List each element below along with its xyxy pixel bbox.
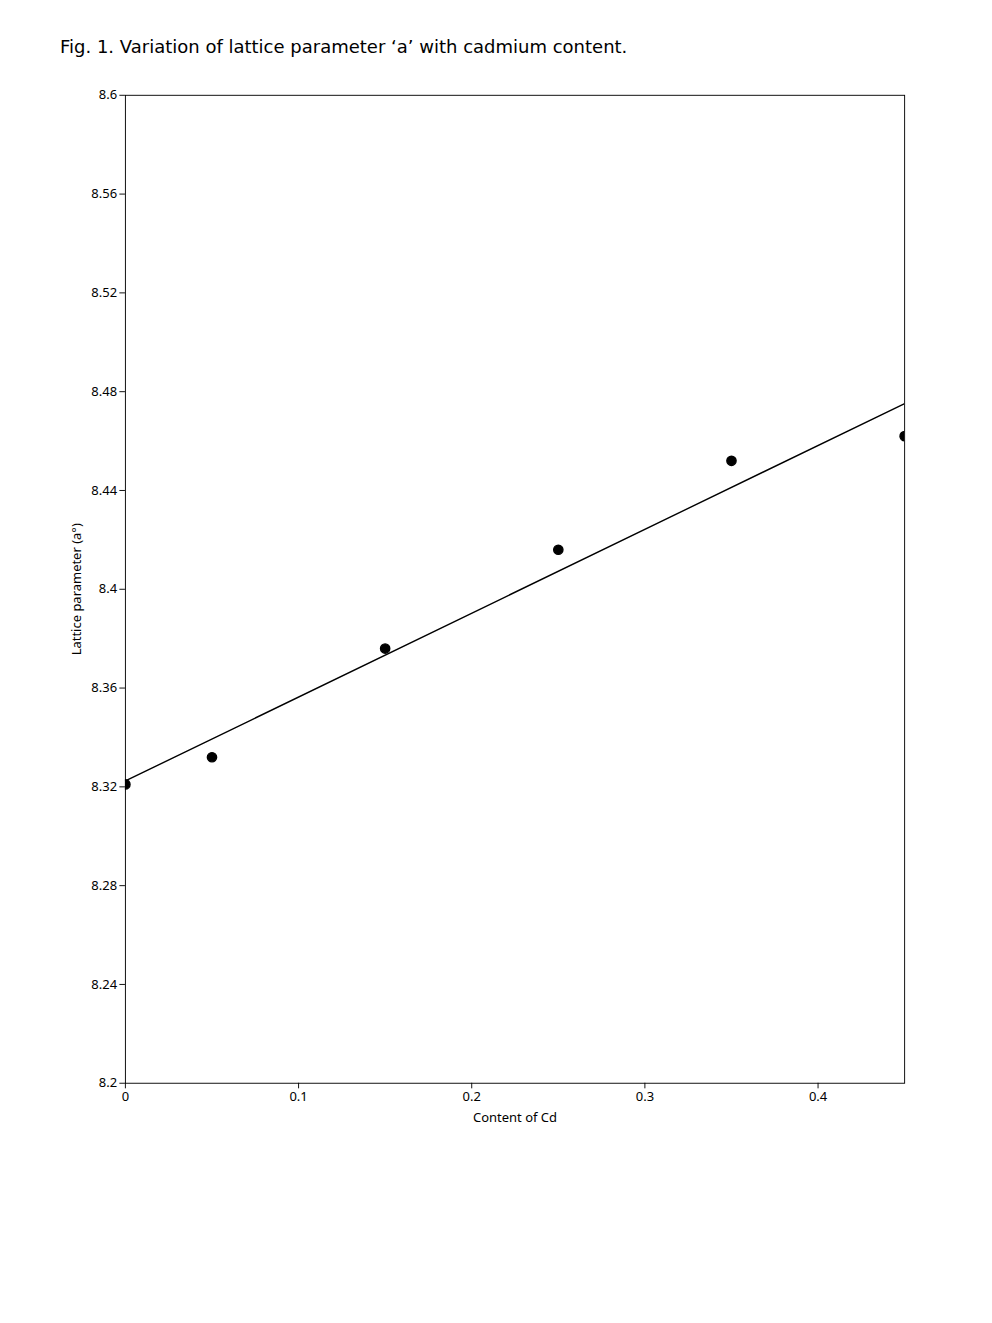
svg-text:8.48: 8.48 [91, 382, 117, 400]
svg-text:8.36: 8.36 [91, 678, 117, 696]
svg-text:8.6: 8.6 [99, 85, 117, 103]
svg-text:0.1: 0.1 [289, 1087, 307, 1105]
svg-text:8.28: 8.28 [91, 876, 117, 894]
svg-text:0: 0 [122, 1087, 129, 1105]
svg-text:Content of Cd: Content of Cd [473, 1108, 557, 1126]
svg-text:0.3: 0.3 [636, 1087, 654, 1105]
svg-text:8.2: 8.2 [99, 1073, 117, 1091]
svg-text:8.32: 8.32 [91, 777, 117, 795]
svg-text:8.52: 8.52 [91, 283, 117, 301]
svg-text:0.4: 0.4 [809, 1087, 828, 1105]
svg-text:8.4: 8.4 [99, 579, 118, 597]
svg-text:8.56: 8.56 [91, 184, 117, 202]
html-text:Fig. 1. Variation of lattice p: Fig. 1. Variation of lattice parameter ‘… [60, 36, 628, 57]
svg-text:8.24: 8.24 [91, 975, 117, 993]
svg-text:8.44: 8.44 [91, 481, 117, 499]
svg-text:0.2: 0.2 [463, 1087, 481, 1105]
svg-text:Lattice parameter (a°): Lattice parameter (a°) [67, 523, 85, 655]
